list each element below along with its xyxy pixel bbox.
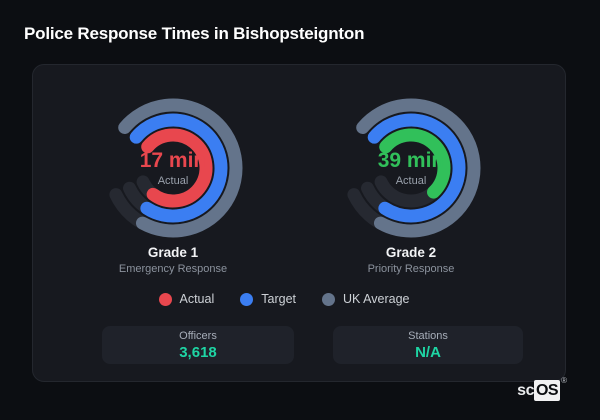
chart-legend: Actual Target UK Average <box>33 292 535 306</box>
stat-box-officers: Officers 3,618 <box>102 326 294 364</box>
legend-label-target: Target <box>261 292 296 306</box>
legend-item-target[interactable]: Target <box>240 292 296 306</box>
legend-dot-uk-average-icon <box>322 292 335 306</box>
grade-1-subtitle: Emergency Response <box>118 263 228 275</box>
grade-2-subtitle: Priority Response <box>367 263 455 275</box>
stat-officers-value: 3,618 <box>179 343 217 361</box>
scos-logo-suffix: OS <box>533 380 561 401</box>
gauge-grade-1: 17 min Actual <box>98 93 248 243</box>
legend-item-uk-average[interactable]: UK Average <box>322 292 409 306</box>
scos-logo-prefix: sc <box>517 382 534 399</box>
grade-1-title: Grade 1 <box>147 245 199 260</box>
registered-trademark-icon: ® <box>561 376 567 385</box>
legend-label-actual: Actual <box>179 292 215 306</box>
legend-item-actual[interactable]: Actual <box>158 292 215 306</box>
gauge-grade-2-labels: Grade 2 Priority Response <box>311 245 511 275</box>
page-title: Police Response Times in Bishopsteignton <box>24 24 365 43</box>
scos-logo: sc OS ® <box>517 376 567 401</box>
stat-officers-label: Officers <box>179 329 217 342</box>
stat-box-stations: Stations N/A <box>333 326 523 364</box>
stat-stations-label: Stations <box>408 329 448 342</box>
stat-stations-value: N/A <box>415 343 441 361</box>
legend-dot-actual-icon <box>158 292 172 306</box>
legend-dot-target-icon <box>240 292 254 306</box>
gauge-grade-2: 39 min Actual <box>336 93 486 243</box>
legend-label-uk-average: UK Average <box>343 292 410 306</box>
response-times-card: 17 min Actual Grade 1 Emergency Response… <box>32 64 566 382</box>
gauge-grade-1-chart <box>109 98 243 238</box>
gauge-grade-2-chart <box>347 98 481 238</box>
gauge-grade-1-labels: Grade 1 Emergency Response <box>73 245 273 275</box>
grade-2-title: Grade 2 <box>385 245 437 260</box>
